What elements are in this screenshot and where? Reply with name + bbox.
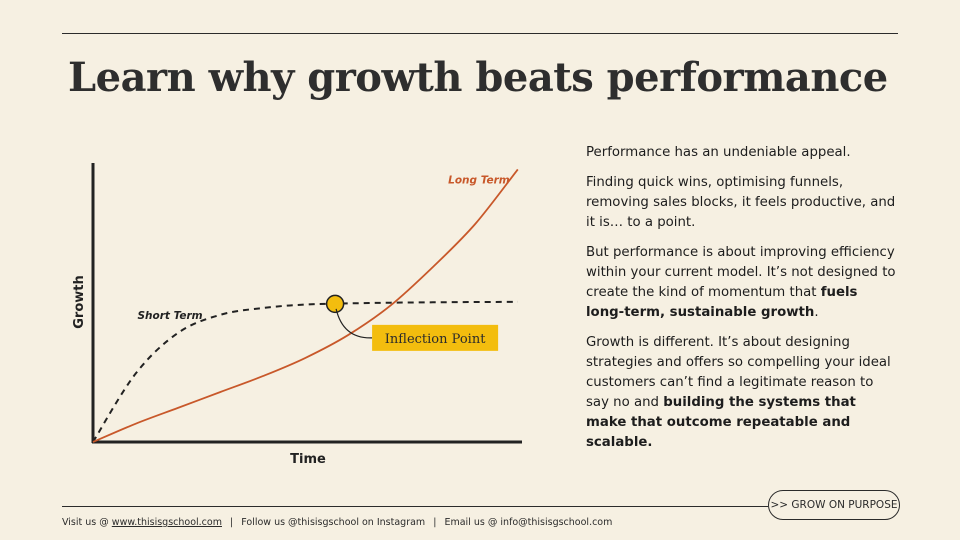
emphasis-text: fuels long-term, sustainable growth [586,285,858,320]
long-term-legend-label: Long Term [448,174,510,186]
footer-separator: | [433,517,437,528]
paragraph: But performance is about improving effic… [586,243,898,323]
footer-visit-prefix: Visit us @ [62,517,109,528]
body-text-run: Performance has an undeniable appeal. [586,145,851,160]
footer: Visit us @ www.thisisgschool.com | Follo… [62,517,612,528]
top-divider [62,33,898,34]
inflection-callout-box [372,324,499,351]
grow-on-purpose-button[interactable]: >> GROW ON PURPOSE [768,490,900,520]
y-axis-label: Growth [72,275,87,329]
body-copy: Performance has an undeniable appeal. Fi… [586,143,898,463]
short-term-legend-label: Short Term [137,310,202,322]
footer-email: Email us @ info@thisisgschool.com [444,517,613,528]
x-axis-label: Time [290,452,326,467]
body-text-run: Finding quick wins, optimising funnels, … [586,175,896,230]
inflection-point-marker [325,294,345,314]
page-title: Learn why growth beats performance [68,54,888,101]
growth-chart: Time Growth Long Term Short Term Inflect… [72,163,522,467]
footer-separator: | [230,517,234,528]
paragraph: Finding quick wins, optimising funnels, … [586,173,898,233]
short-term-series-line [92,300,518,443]
body-text-run: But performance is about improving effic… [586,245,896,300]
body-text-run: Growth is different. It’s about designin… [586,335,891,410]
inflection-callout-connector [335,308,373,339]
website-link[interactable]: www.thisisgschool.com [111,517,222,528]
paragraph: Growth is different. It’s about designin… [586,333,898,453]
bottom-divider [62,506,768,507]
paragraph: Performance has an undeniable appeal. [586,143,898,163]
footer-instagram: Follow us @thisisgschool on Instagram [241,517,426,528]
body-text-run: . [814,305,819,320]
long-term-series-line [92,168,519,443]
inflection-callout-label: Inflection Point [385,332,486,347]
emphasis-text: building the systems that make that outc… [586,395,856,450]
